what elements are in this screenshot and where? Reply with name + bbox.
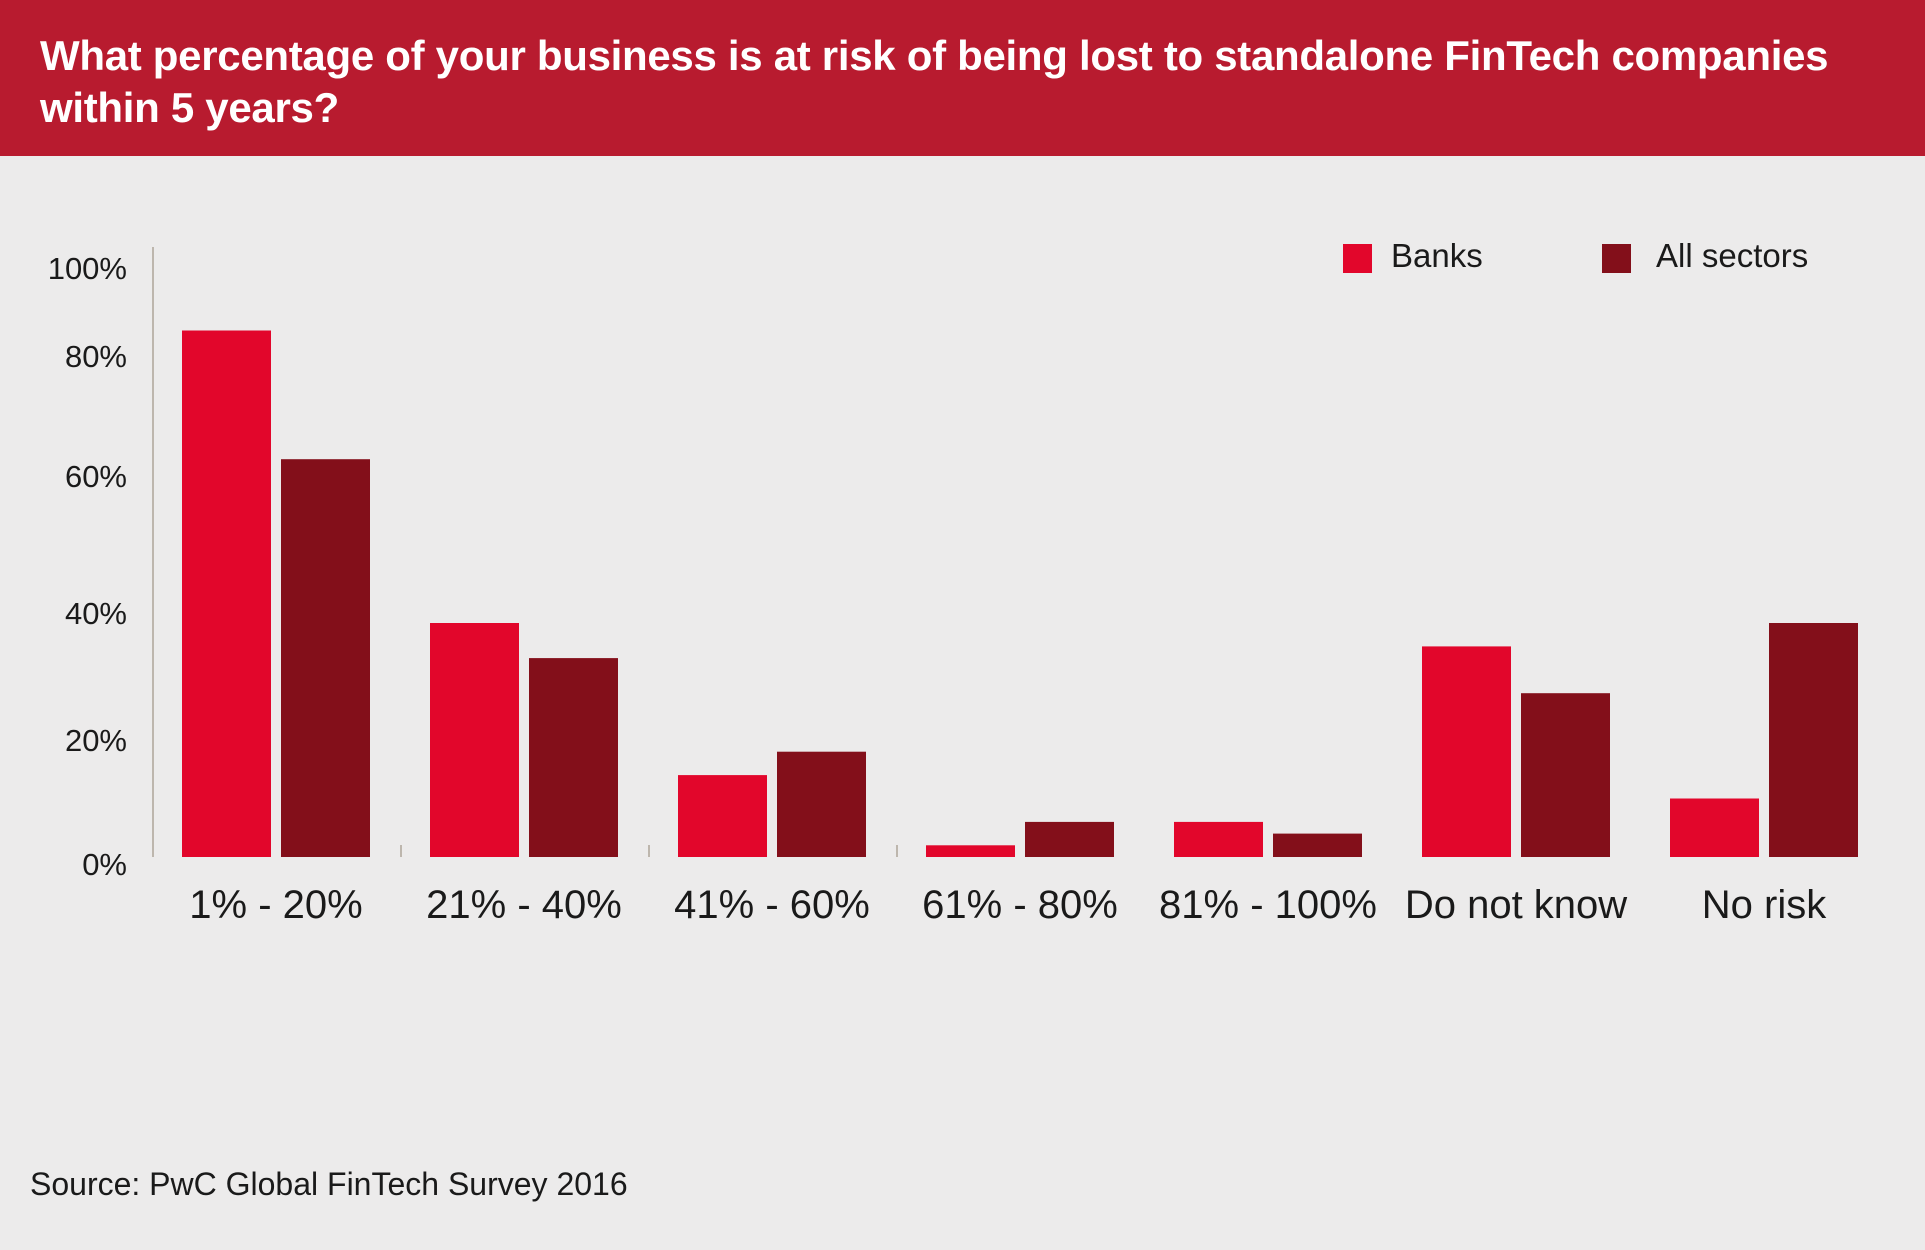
- y-axis: [152, 247, 898, 857]
- legend-swatch-banks: [1343, 244, 1372, 273]
- bar-all-sectors: [1273, 833, 1362, 857]
- bar-chart: 0% 20% 40% 60% 80% 100% 1% - 20% 21% - 40% 41% …: [48, 237, 1858, 927]
- legend-label-banks: Banks: [1391, 237, 1483, 274]
- category-label: Do not know: [1405, 883, 1627, 927]
- y-tick-label: 100%: [48, 251, 127, 286]
- category-label: 81% - 100%: [1159, 883, 1377, 927]
- chart-header: What percentage of your business is at r…: [0, 0, 1925, 156]
- bar-banks: [1670, 798, 1759, 857]
- y-tick-labels: 0% 20% 40% 60% 80% 100%: [48, 251, 127, 882]
- category-label: 61% - 80%: [922, 883, 1118, 927]
- bar-all-sectors: [777, 751, 866, 857]
- source-note: Source: PwC Global FinTech Survey 2016: [30, 1166, 628, 1202]
- bar-all-sectors: [1769, 623, 1858, 857]
- legend-label-all-sectors: All sectors: [1656, 237, 1808, 274]
- bar-banks: [182, 330, 271, 857]
- category-labels: 1% - 20% 21% - 40% 41% - 60% 61% - 80% 81% -…: [189, 883, 1827, 927]
- bar-banks: [1422, 646, 1511, 857]
- category-label: No risk: [1702, 883, 1827, 927]
- bar-all-sectors: [1025, 821, 1114, 857]
- y-tick-label: 20%: [65, 723, 127, 758]
- bar-all-sectors: [529, 658, 618, 857]
- bar-banks: [430, 623, 519, 857]
- bar-banks: [926, 845, 1015, 857]
- y-tick-label: 40%: [65, 596, 127, 631]
- legend-swatch-all-sectors: [1602, 244, 1631, 273]
- bar-banks: [678, 775, 767, 857]
- legend: Banks All sectors: [1343, 237, 1808, 274]
- y-tick-label: 60%: [65, 459, 127, 494]
- bar-all-sectors: [1521, 693, 1610, 857]
- bars: [182, 330, 1858, 857]
- category-label: 1% - 20%: [189, 883, 362, 927]
- bar-all-sectors: [281, 459, 370, 857]
- bar-banks: [1174, 821, 1263, 857]
- category-label: 41% - 60%: [674, 883, 870, 927]
- y-tick-label: 80%: [65, 339, 127, 374]
- y-tick-label: 0%: [82, 847, 127, 882]
- category-label: 21% - 40%: [426, 883, 622, 927]
- chart-title: What percentage of your business is at r…: [40, 32, 1829, 131]
